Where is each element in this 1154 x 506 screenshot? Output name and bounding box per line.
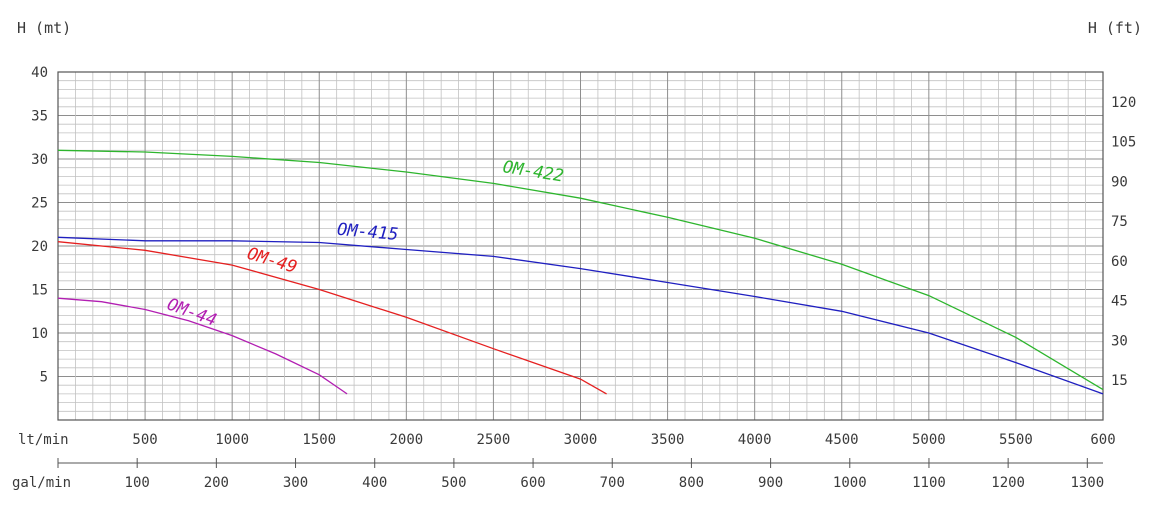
y-tick-label-m: 30 [31,152,48,168]
x-tick-label-lt: 4500 [825,432,859,448]
x-tick-label-lt: 1000 [215,432,249,448]
grid [58,72,1103,420]
y-tick-label-m: 10 [31,326,48,342]
x-tick-label-lt: 3000 [564,432,598,448]
x-tick-label-gal: 500 [441,475,466,491]
plot-border [57,71,1104,421]
series-line-om-44 [57,297,348,395]
x-tick-label-gal: 1000 [833,475,867,491]
left-axis-title: H (mt) [17,19,71,37]
x-tick-label-gal: 600 [520,475,545,491]
x-tick-label-lt: 5000 [912,432,946,448]
x-tick-label-lt: 500 [132,432,157,448]
y-tick-label-m: 5 [40,370,48,386]
y-tick-label-ft: 45 [1111,294,1128,310]
x-tick-label-gal: 700 [600,475,625,491]
y-tick-label-ft: 30 [1111,333,1128,349]
y-tick-label-ft: 120 [1111,95,1136,111]
x-tick-label-lt: 5500 [999,432,1033,448]
x-tick-label-lt: 2000 [389,432,423,448]
series-line-om-49 [57,241,607,395]
y-tick-label-m: 25 [31,196,48,212]
x-tick-label-gal: 1100 [912,475,946,491]
series-label-om-44: OM-44 [164,295,219,331]
flow-lt-unit-label: lt/min [18,432,69,448]
x-tick-label-gal: 400 [362,475,387,491]
y-tick-label-ft: 90 [1111,174,1128,190]
x-tick-label-gal: 100 [125,475,150,491]
x-tick-label-lt: 1500 [302,432,336,448]
series-line-om-415 [57,236,1104,395]
y-tick-label-ft: 75 [1111,214,1128,230]
y-tick-label-ft: 105 [1111,135,1136,151]
x-tick-label-gal: 200 [204,475,229,491]
series-line-om-422 [57,149,1104,391]
x-tick-label-gal: 900 [758,475,783,491]
flow-gal-unit-label: gal/min [12,475,71,491]
x-tick-label-lt: 3500 [651,432,685,448]
series-label-om-49: OM-49 [245,244,300,278]
y-tick-label-m: 40 [31,65,48,81]
tick-labels: 5 10 15 20 25 30 35 40 15 30 45 60 75 90 105 120 500 1000… [31,65,1136,491]
x-tick-label-lt: 600 [1090,432,1115,448]
x-tick-label-lt: 4000 [738,432,772,448]
y-tick-label-m: 15 [31,283,48,299]
right-axis-title: H (ft) [1088,19,1142,37]
series-label-om-415: OM-415 [336,220,399,245]
x-tick-label-gal: 1300 [1070,475,1104,491]
x-tick-label-gal: 300 [283,475,308,491]
x-tick-label-lt: 2500 [477,432,511,448]
y-tick-label-m: 35 [31,109,48,125]
y-tick-label-m: 20 [31,239,48,255]
x-tick-label-gal: 1200 [991,475,1025,491]
y-tick-label-ft: 60 [1111,254,1128,270]
x-tick-label-gal: 800 [679,475,704,491]
chart-frame [57,71,1104,468]
series-lines [57,149,1104,395]
y-tick-label-ft: 15 [1111,373,1128,389]
